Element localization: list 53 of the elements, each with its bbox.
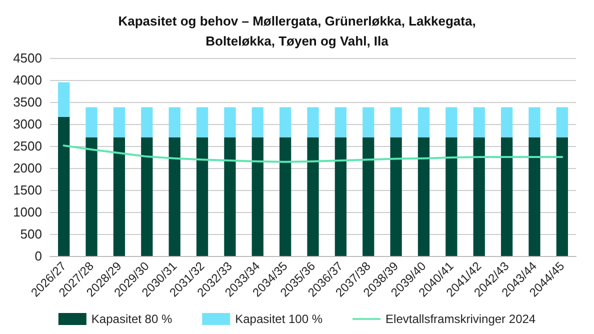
bar	[280, 137, 292, 256]
bar	[113, 107, 126, 138]
legend-label: Kapasitet 80 %	[91, 312, 172, 326]
bar	[141, 107, 153, 138]
bar	[500, 107, 513, 138]
bar	[362, 107, 374, 138]
y-tick-label: 0	[34, 248, 42, 264]
y-tick-label: 4500	[13, 50, 42, 66]
bar	[418, 107, 430, 138]
bar	[473, 107, 485, 138]
legend-label: Elevtallsframskrivinger 2024	[386, 312, 536, 326]
bar	[500, 137, 513, 256]
bar	[334, 107, 346, 138]
line-series	[62, 144, 564, 163]
bar	[390, 107, 402, 138]
bar	[307, 137, 319, 256]
bar	[224, 107, 236, 138]
bar	[252, 137, 264, 256]
bar	[86, 107, 98, 138]
bar	[58, 82, 70, 117]
bar	[196, 107, 208, 138]
y-tick-label: 1000	[13, 204, 42, 220]
y-tick-label: 2000	[13, 160, 42, 176]
bar	[196, 137, 208, 256]
bar	[362, 137, 374, 256]
bar	[556, 107, 568, 138]
bar	[334, 137, 346, 256]
y-tick-label: 2500	[13, 138, 42, 154]
bar	[86, 137, 98, 256]
bar	[280, 107, 292, 138]
bar	[446, 107, 458, 138]
bar	[446, 137, 458, 256]
legend-label: Kapasitet 100 %	[235, 312, 323, 326]
bar	[113, 137, 126, 256]
y-tick-label: 500	[20, 226, 42, 242]
bar	[141, 137, 153, 256]
bar	[390, 137, 402, 256]
bar	[168, 107, 180, 138]
bar	[556, 137, 568, 256]
bar	[418, 137, 430, 256]
bar	[168, 137, 180, 256]
y-tick-label: 3000	[13, 116, 42, 132]
bar	[528, 137, 540, 256]
y-tick-label: 1500	[13, 182, 42, 198]
bar	[58, 116, 70, 256]
bar	[528, 107, 540, 138]
bar	[473, 137, 485, 256]
chart-title: Kapasitet og behov – Møllergata, Grünerløkka, Lakkegata, Bolteløkka, Tøyen og Vahl, Ila	[118, 14, 476, 48]
bar	[307, 107, 319, 138]
y-tick-label: 4000	[13, 72, 42, 88]
bar	[224, 137, 236, 256]
bar	[252, 107, 264, 138]
y-tick-label: 3500	[13, 94, 42, 110]
